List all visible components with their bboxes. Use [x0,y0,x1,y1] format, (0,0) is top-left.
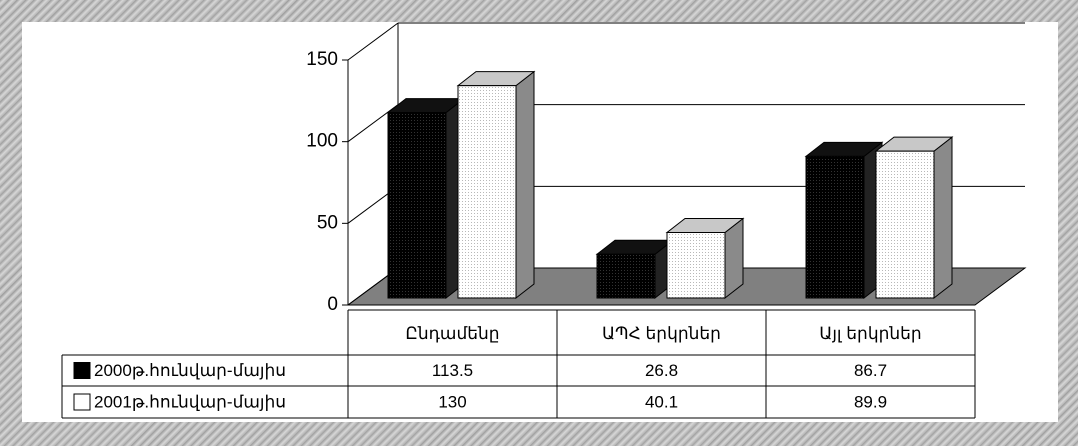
table-value: 40.1 [645,392,678,411]
table-value: 130 [438,392,466,411]
y-tick-label: 150 [306,49,338,70]
x-category-label: Այլ երկրներ [819,324,921,343]
legend-label: 2000թ.հունվար-մայիս [94,361,286,380]
bar [595,239,675,300]
legend-swatch [73,393,91,411]
y-tick-label: 0 [327,294,338,315]
table-value: 89.9 [854,392,887,411]
bar-front [457,85,517,299]
x-category-label: ԱՊՀ երկրներ [602,324,721,343]
bar-side [515,70,535,300]
legend-swatch [73,362,91,379]
bar-front [875,150,935,299]
legend-label: 2001թ.հունվար-մայիս [94,392,286,411]
bar-front [666,232,726,299]
bar [874,136,954,300]
bar-side [933,136,953,300]
table-value: 113.5 [432,361,473,380]
bar [386,97,466,300]
bar-front [387,112,447,299]
y-tick-label: 50 [317,212,338,233]
table-value: 86.7 [854,361,887,380]
grid-line [347,22,399,61]
x-category-label: Ընդամենը [405,324,499,343]
table-value: 26.8 [645,361,678,380]
bar-front [596,253,656,299]
bar-front [805,155,865,299]
bar [665,217,745,300]
y-tick-label: 100 [306,131,338,152]
bar [804,141,884,300]
bar [456,70,536,300]
